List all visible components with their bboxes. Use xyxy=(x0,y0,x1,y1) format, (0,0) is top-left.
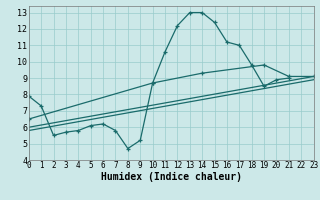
X-axis label: Humidex (Indice chaleur): Humidex (Indice chaleur) xyxy=(101,172,242,182)
